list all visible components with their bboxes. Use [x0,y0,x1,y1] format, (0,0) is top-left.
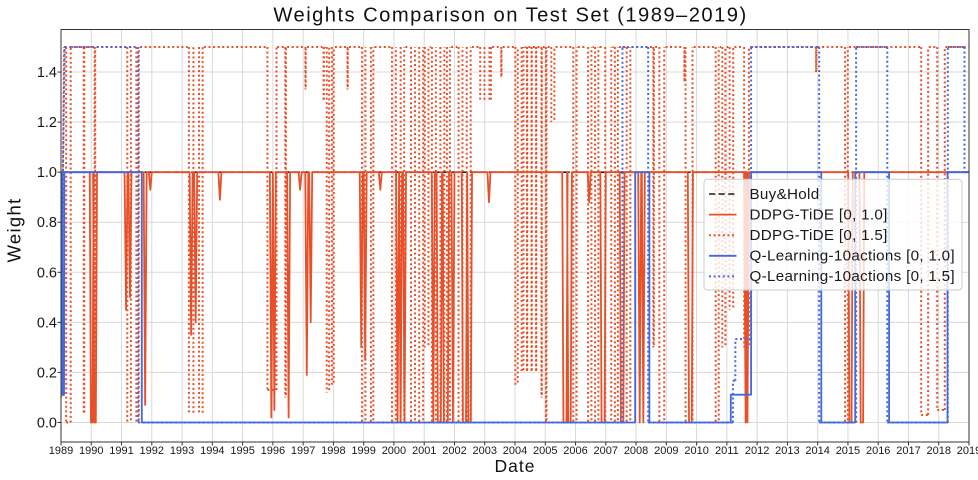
svg-text:Q-Learning-10actions [0, 1.0]: Q-Learning-10actions [0, 1.0] [750,248,955,265]
svg-text:1999: 1999 [351,445,375,457]
svg-text:Buy&Hold: Buy&Hold [750,186,820,203]
svg-text:1.4: 1.4 [37,65,57,81]
svg-text:1993: 1993 [170,445,194,457]
svg-text:2015: 2015 [836,445,860,457]
svg-text:2003: 2003 [472,445,496,457]
svg-text:2013: 2013 [775,445,799,457]
svg-text:2004: 2004 [503,445,527,457]
svg-text:2018: 2018 [926,445,950,457]
svg-text:0.8: 0.8 [37,215,57,231]
svg-text:2011: 2011 [715,445,739,457]
svg-text:2002: 2002 [442,445,466,457]
svg-text:1.2: 1.2 [37,115,57,131]
svg-text:2019: 2019 [957,445,978,457]
svg-text:2016: 2016 [866,445,890,457]
svg-text:2014: 2014 [805,445,829,457]
svg-text:2009: 2009 [654,445,678,457]
svg-text:1996: 1996 [261,445,285,457]
svg-text:DDPG-TiDE [0, 1.5]: DDPG-TiDE [0, 1.5] [750,227,888,244]
svg-text:1991: 1991 [109,445,133,457]
svg-text:1.0: 1.0 [37,165,57,181]
svg-text:0.0: 0.0 [37,416,57,432]
svg-text:2000: 2000 [382,445,406,457]
svg-text:0.6: 0.6 [37,265,57,281]
svg-text:1992: 1992 [140,445,164,457]
svg-text:Q-Learning-10actions [0, 1.5]: Q-Learning-10actions [0, 1.5] [750,268,955,285]
svg-text:Weights Comparison on Test Set: Weights Comparison on Test Set (1989–201… [273,5,747,27]
svg-text:1997: 1997 [291,445,315,457]
svg-text:2008: 2008 [624,445,648,457]
svg-text:2017: 2017 [896,445,920,457]
svg-text:2001: 2001 [412,445,436,457]
svg-text:1998: 1998 [321,445,345,457]
svg-text:1989: 1989 [49,445,73,457]
svg-text:0.4: 0.4 [37,315,57,331]
svg-text:Weight: Weight [4,197,25,262]
svg-text:Date: Date [495,456,536,476]
svg-text:1995: 1995 [230,445,254,457]
svg-text:1994: 1994 [200,445,224,457]
svg-text:2005: 2005 [533,445,557,457]
svg-text:1990: 1990 [79,445,103,457]
svg-text:2007: 2007 [594,445,618,457]
svg-text:2010: 2010 [684,445,708,457]
svg-text:2012: 2012 [745,445,769,457]
svg-text:DDPG-TiDE [0, 1.0]: DDPG-TiDE [0, 1.0] [750,206,888,223]
svg-text:2006: 2006 [563,445,587,457]
svg-text:0.2: 0.2 [37,365,57,381]
